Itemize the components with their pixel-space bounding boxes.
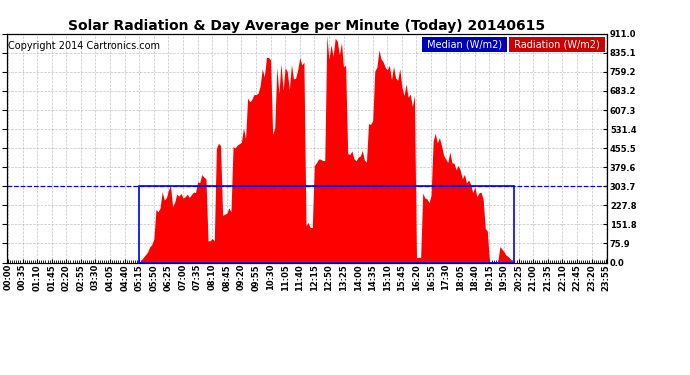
Bar — [139, 186, 515, 262]
Text: Median (W/m2): Median (W/m2) — [424, 39, 505, 50]
Text: Copyright 2014 Cartronics.com: Copyright 2014 Cartronics.com — [8, 40, 160, 51]
Title: Solar Radiation & Day Average per Minute (Today) 20140615: Solar Radiation & Day Average per Minute… — [68, 19, 546, 33]
Text: Radiation (W/m2): Radiation (W/m2) — [511, 39, 603, 50]
